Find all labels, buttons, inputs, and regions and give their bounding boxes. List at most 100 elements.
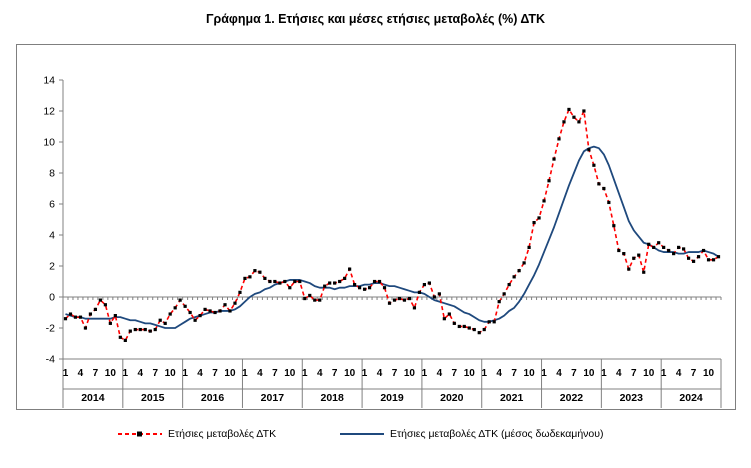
month-label: 7	[392, 368, 398, 379]
y-tick-label: 0	[49, 292, 55, 304]
month-label: 4	[377, 368, 383, 379]
annual-point	[68, 312, 73, 316]
annual-point	[188, 310, 192, 315]
y-tick-label: 6	[49, 199, 55, 211]
annual-point	[407, 296, 412, 301]
annual-point	[612, 224, 616, 228]
month-label: 1	[661, 368, 667, 379]
month-label: 1	[541, 368, 547, 379]
annual-point	[437, 292, 441, 296]
annual-point	[173, 306, 177, 310]
annual-point	[203, 307, 207, 311]
annual-point	[278, 281, 282, 285]
annual-point	[607, 200, 611, 205]
annual-point	[263, 276, 267, 280]
annual-point	[562, 120, 566, 124]
year-label: 2021	[500, 392, 524, 404]
legend-item-annual: Ετήσιες μεταβολές ΔΤΚ	[118, 428, 276, 440]
annual-point	[597, 182, 601, 186]
annual-point	[527, 245, 531, 249]
annual-point	[716, 255, 721, 259]
annual-point	[313, 298, 317, 302]
y-tick-label: 4	[49, 230, 55, 242]
y-tick-label: 12	[43, 106, 55, 118]
annual-point	[357, 286, 362, 290]
annual-point	[477, 331, 481, 335]
annual-point	[353, 283, 357, 287]
month-label: 1	[123, 368, 129, 379]
month-label: 10	[344, 368, 356, 379]
annual-point	[507, 283, 511, 287]
annual-point	[243, 276, 247, 280]
annual-point	[637, 253, 641, 257]
annual-point	[652, 245, 656, 249]
month-label: 4	[676, 368, 682, 379]
annual-point	[113, 314, 117, 318]
annual-point	[397, 296, 402, 301]
annual-point	[567, 107, 571, 112]
annual-point	[647, 242, 651, 246]
year-label: 2022	[560, 392, 584, 404]
month-label: 7	[272, 368, 278, 379]
annual-point	[587, 148, 591, 152]
month-label: 1	[422, 368, 428, 379]
month-label: 10	[165, 368, 177, 379]
annual-point	[467, 326, 471, 330]
month-label: 7	[332, 368, 338, 379]
annual-point	[208, 309, 212, 313]
annual-point	[662, 245, 666, 249]
annual-point	[198, 314, 202, 318]
annual-point	[572, 115, 576, 119]
annual-point	[592, 163, 596, 167]
annual-point	[293, 279, 297, 284]
annual-point	[382, 286, 387, 290]
annual-point	[417, 290, 422, 294]
y-tick-label: 10	[43, 137, 55, 149]
month-label: 4	[137, 368, 143, 379]
annual-point	[238, 290, 242, 294]
annual-point	[657, 241, 661, 245]
annual-point	[88, 312, 93, 316]
annual-point	[83, 326, 88, 330]
annual-point	[223, 303, 227, 307]
annual-point	[123, 338, 127, 342]
annual-point	[582, 109, 586, 113]
annual-point	[432, 295, 436, 299]
year-label: 2024	[679, 392, 703, 404]
average-line	[65, 145, 719, 329]
annual-point	[517, 269, 521, 273]
month-label: 10	[524, 368, 536, 379]
annual-point	[402, 298, 407, 302]
annual-point	[153, 327, 157, 332]
annual-point	[622, 252, 626, 256]
annual-point	[452, 321, 456, 325]
y-tick-label: 14	[43, 75, 55, 87]
annual-point	[303, 296, 307, 301]
annual-point	[233, 301, 237, 305]
annual-point	[577, 120, 581, 124]
year-label: 2019	[380, 392, 404, 404]
month-label: 1	[362, 368, 368, 379]
legend-item-average: Ετήσιες μεταβολές ΔΤΚ (μέσος δωδεκαμήνου…	[340, 428, 604, 440]
month-label: 4	[197, 368, 203, 379]
annual-point	[283, 279, 287, 284]
month-label: 4	[78, 368, 84, 379]
month-label: 4	[317, 368, 323, 379]
annual-point	[343, 276, 347, 280]
month-label: 1	[481, 368, 487, 379]
annual-point	[706, 258, 711, 262]
annual-point	[248, 275, 252, 279]
annual-point	[502, 292, 506, 296]
annual-point	[617, 248, 621, 253]
annual-point	[387, 301, 392, 305]
annual-point	[338, 279, 342, 284]
series-average	[65, 145, 719, 329]
legend-swatch-annual	[118, 431, 162, 437]
year-label: 2014	[81, 392, 105, 404]
annual-point	[497, 300, 501, 304]
legend-label-average: Ετήσιες μεταβολές ΔΤΚ (μέσος δωδεκαμήνου…	[390, 428, 604, 440]
month-label: 7	[452, 368, 458, 379]
annual-point	[163, 321, 167, 325]
annual-point	[492, 320, 496, 324]
annual-point	[288, 286, 292, 290]
